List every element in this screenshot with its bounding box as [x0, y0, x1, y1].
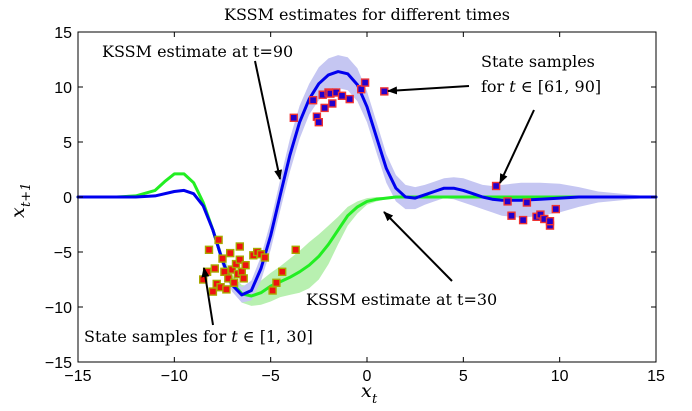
sample-point-1-8	[328, 99, 337, 108]
sample-point-0-21	[241, 261, 250, 270]
x-axis-ticks: −15 −10 −5 0 5 10 15	[64, 32, 665, 385]
y-tick-label: 5	[63, 135, 72, 152]
sample-point-0-18	[235, 242, 245, 251]
sample-point-1-15	[491, 181, 501, 191]
arrow-t90	[254, 60, 283, 180]
x-tick-label: −15	[64, 368, 91, 385]
mean-line-0	[76, 172, 658, 298]
x-tick-label: 0	[363, 368, 372, 385]
svg-text:t: t	[372, 392, 378, 407]
sample-point-0-2	[204, 245, 214, 255]
sample-point-1-5	[320, 103, 329, 113]
sample-point-0-20	[239, 274, 248, 283]
sample-point-0-29	[291, 245, 300, 255]
mean-lines	[76, 70, 658, 298]
sample-point-0-6	[214, 235, 223, 245]
arrow-t30	[383, 211, 453, 282]
chart-title: KSSM estimates for different times	[224, 5, 510, 24]
sample-point-1-17	[507, 211, 516, 220]
annotation-samples-61-90-line1: State samples	[481, 52, 595, 71]
sample-point-0-10	[222, 285, 231, 294]
arrow-state-samples-1-30	[201, 267, 214, 326]
sample-point-0-26	[268, 286, 277, 295]
arrow-state-samples-61-90	[387, 85, 470, 95]
sample-point-0-4	[210, 264, 220, 273]
y-tick-label: 10	[54, 80, 72, 97]
x-tick-label: 15	[647, 368, 665, 385]
sample-point-1-18	[518, 215, 528, 225]
svg-text:t+1: t+1	[19, 183, 34, 207]
sample-point-0-12	[225, 248, 235, 258]
x-tick-label: 10	[551, 368, 569, 385]
x-tick-label: −5	[262, 368, 280, 385]
sample-point-1-13	[360, 78, 370, 87]
sample-point-0-8	[218, 254, 227, 263]
sample-point-0-14	[229, 278, 239, 287]
y-tick-label: 0	[63, 190, 72, 207]
sample-point-0-11	[224, 274, 233, 283]
annotation-t30: KSSM estimate at t=30	[306, 290, 497, 309]
sample-point-1-3	[314, 117, 323, 127]
sample-point-0-3	[208, 287, 218, 296]
sample-point-1-14	[380, 87, 389, 96]
annotation-samples-1-30: State samples for t ∈ [1, 30]	[84, 327, 313, 346]
sample-point-0-27	[272, 278, 281, 287]
sample-point-1-1	[308, 95, 318, 105]
y-axis-ticks: −15 −10 −5 0 5 10 15	[45, 25, 656, 372]
annotation-t90: KSSM estimate at t=90	[102, 42, 293, 61]
x-tick-label: −10	[161, 368, 188, 385]
y-tick-label: −5	[54, 245, 72, 262]
arrow-state-samples-61-90-right	[499, 109, 535, 184]
sample-points	[198, 78, 560, 296]
sample-point-1-10	[337, 91, 347, 101]
x-axis-label: x t	[361, 380, 378, 407]
svg-text:x: x	[361, 380, 372, 402]
y-tick-label: 15	[54, 25, 72, 42]
annotation-samples-61-90-line2: for t ∈ [61, 90]	[481, 77, 601, 96]
annotations: KSSM estimate at t=90 State samples for …	[84, 42, 601, 346]
sample-point-0-25	[260, 253, 270, 262]
sample-point-1-24	[545, 216, 555, 226]
sample-point-1-0	[289, 113, 298, 123]
sample-point-1-25	[551, 204, 560, 214]
sample-point-1-19	[522, 198, 532, 207]
x-tick-label: 5	[459, 368, 468, 385]
sample-point-1-16	[503, 197, 512, 206]
sample-point-1-11	[345, 94, 354, 104]
y-tick-label: −10	[45, 300, 72, 317]
sample-point-0-17	[235, 255, 245, 264]
sample-point-0-28	[278, 267, 287, 276]
y-tick-label: −15	[45, 355, 72, 372]
svg-text:x: x	[7, 207, 29, 218]
y-axis-label: x t+1	[7, 183, 34, 218]
